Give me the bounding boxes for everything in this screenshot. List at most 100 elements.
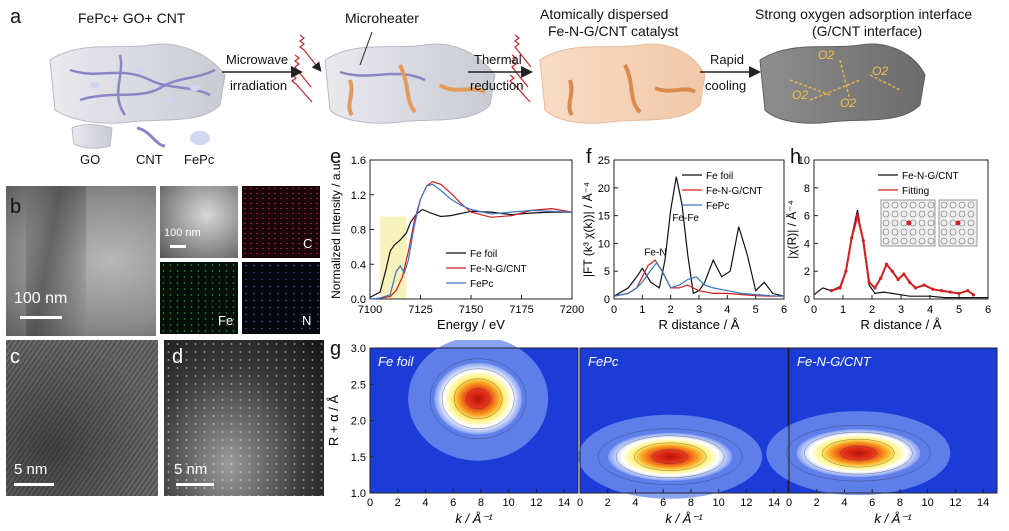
- series-line-3: [613, 261, 785, 297]
- catalyst-sheet: [539, 43, 706, 124]
- fit-point: [966, 289, 970, 293]
- fit-point: [879, 276, 883, 280]
- legend-label: Fe foil: [706, 171, 733, 182]
- lattice-ring: [958, 237, 966, 245]
- stage1-title: FePc+ GO+ CNT: [78, 10, 186, 26]
- x-tick-label: 6: [660, 497, 666, 509]
- x-tick-label: 7100: [358, 304, 382, 316]
- y-tick-label: 0.4: [351, 259, 366, 271]
- x-axis-label: R distance / Å: [861, 317, 942, 332]
- legend-cnt: CNT: [136, 152, 163, 167]
- y-tick-label: 2.0: [351, 416, 366, 428]
- scale-text-inset: 100 nm: [164, 227, 201, 239]
- panel-label-a: a: [10, 6, 22, 28]
- fit-point: [838, 286, 842, 290]
- legend-label: FePc: [470, 279, 493, 290]
- y-tick-label: 3.0: [351, 343, 366, 355]
- structure-inset-1: [880, 199, 936, 247]
- contour-line: [615, 435, 725, 478]
- lattice-ring: [891, 201, 899, 209]
- series-line-2: [369, 181, 573, 300]
- y-tick-label: 1.2: [351, 190, 366, 202]
- xanes-chart: 7100 7125 7150 7175 7200 0.0 0.4 0.8 1.2 1.6 Energ…: [329, 155, 584, 332]
- heatmap-peak-1: [434, 362, 523, 435]
- contour-line: [597, 428, 743, 485]
- annotation-fe-fe: Fe-Fe: [672, 213, 699, 224]
- lattice-ring: [900, 228, 908, 236]
- y-tick-label: 0: [604, 294, 610, 306]
- lattice-ring: [891, 210, 899, 218]
- y-tick-label: 10: [598, 238, 610, 250]
- stage4-title-line2: (G/CNT interface): [812, 23, 923, 39]
- y-tick-label: 6: [804, 211, 810, 223]
- contour-line: [453, 378, 503, 419]
- x-tick-label: 10: [503, 497, 515, 509]
- stage2-title: Microheater: [345, 10, 419, 26]
- fit-point: [850, 236, 854, 240]
- y-tick-label: 20: [598, 183, 610, 195]
- oxygen-label-1: O2: [818, 48, 835, 62]
- x-tick-label: 7175: [509, 304, 533, 316]
- lattice-ring: [927, 219, 935, 227]
- legend-label: FePc: [706, 201, 729, 212]
- eds-map-n: [242, 262, 320, 334]
- fit-point: [948, 290, 952, 294]
- heatmap-peak-3: [796, 429, 921, 478]
- fit-point: [890, 269, 894, 273]
- panel-label-e: e: [330, 146, 342, 168]
- lattice-ring: [967, 228, 975, 236]
- lattice-ring: [927, 210, 935, 218]
- scale-text-b: 100 nm: [14, 290, 68, 307]
- y-tick-label: 5: [604, 266, 610, 278]
- x-tick-label: 4: [927, 304, 933, 316]
- arrow1-line1: Microwave: [226, 52, 289, 67]
- lattice-ring: [891, 228, 899, 236]
- x-tick-label: 10: [713, 497, 725, 509]
- x-axis-label: R distance / Å: [659, 317, 740, 332]
- interface-sheet: [759, 43, 926, 124]
- lattice-ring: [949, 237, 957, 245]
- x-tick-label: 12: [530, 497, 542, 509]
- x-tick-label: 2: [605, 497, 611, 509]
- x-tick-label: 14: [768, 497, 780, 509]
- lattice-ring: [882, 219, 890, 227]
- series-line-1: [613, 176, 785, 297]
- eds-label-n: N: [302, 313, 312, 328]
- x-tick-label: 7150: [459, 304, 483, 316]
- lattice-ring: [927, 201, 935, 209]
- x-tick-label: 12: [949, 497, 961, 509]
- lattice-ring: [909, 210, 917, 218]
- y-axis-label: Normalized Intensity / a.u.: [329, 160, 343, 299]
- scale-bar-inset: [170, 245, 186, 248]
- contour-line: [804, 431, 913, 475]
- y-tick-label: 0.8: [351, 225, 366, 237]
- lattice-ring: [967, 201, 975, 209]
- x-tick-label: 14: [977, 497, 989, 509]
- fit-point: [861, 239, 865, 243]
- x-tick-label: 10: [922, 497, 934, 509]
- heatmap-frame-3: [788, 347, 998, 494]
- legend-label: Fe-N-G/CNT: [902, 171, 959, 182]
- oxygen-label-4: O2: [840, 96, 857, 110]
- x-tick-label: 7125: [408, 304, 432, 316]
- lattice-ring: [949, 210, 957, 218]
- fit-point: [908, 280, 912, 284]
- x-tick-label: 7200: [560, 304, 584, 316]
- lattice-ring: [918, 219, 926, 227]
- lattice-ring: [900, 237, 908, 245]
- scale-text-d: 5 nm: [174, 461, 208, 478]
- x-tick-label: 2: [668, 304, 674, 316]
- oxygen-label-2: O2: [872, 64, 889, 78]
- legend-label: Fe foil: [470, 249, 497, 260]
- x-tick-label: 5: [753, 304, 759, 316]
- arrow3-line1: Rapid: [710, 52, 744, 67]
- scale-bar-d: [176, 483, 214, 486]
- cnt-legend-icon: [136, 126, 166, 148]
- contour-line: [441, 368, 515, 429]
- lattice-ring: [882, 237, 890, 245]
- x-axis-label: Energy / eV: [437, 317, 505, 332]
- tem-image-b: [6, 186, 156, 336]
- schematic-graphics: [49, 31, 926, 149]
- eds-map-c: [242, 186, 320, 258]
- lattice-ring: [900, 201, 908, 209]
